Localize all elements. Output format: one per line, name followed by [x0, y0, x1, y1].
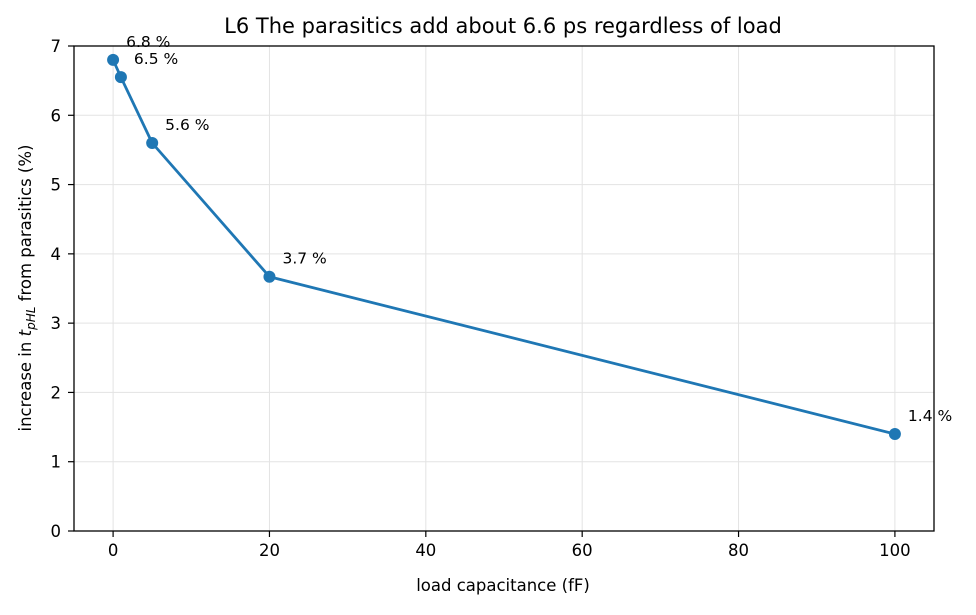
data-label: 6.5 % [134, 50, 178, 68]
x-tick-label: 40 [415, 541, 436, 560]
data-label: 6.8 % [126, 33, 170, 51]
x-tick-label: 80 [728, 541, 749, 560]
y-tick-label: 2 [51, 383, 62, 402]
series [107, 53, 901, 440]
y-tick-label: 1 [51, 453, 62, 472]
data-point [107, 53, 120, 66]
y-tick-label: 6 [51, 106, 62, 125]
series-line [111, 59, 896, 436]
x-tick-label: 20 [259, 541, 280, 560]
y-axis-label-prefix: increase in [16, 336, 35, 431]
x-tick-label: 0 [108, 541, 119, 560]
y-tick-label: 0 [51, 522, 62, 541]
y-axis-label-suffix: from parasitics (%) [16, 145, 35, 307]
data-labels: 6.8 %6.5 % 5.6 % 3.7 % 1.4 % [126, 33, 952, 425]
y-axis-label-subscript: pHL [24, 307, 38, 331]
x-tick-label: 100 [879, 541, 911, 560]
plot-frame [73, 45, 935, 532]
y-axis-label: increase in tpHL from parasitics (%) [16, 145, 38, 432]
x-tick-label: 60 [572, 541, 593, 560]
data-label: 1.4 % [908, 407, 952, 425]
data-point [114, 71, 127, 84]
data-label: 3.7 % [282, 250, 326, 268]
y-tick-label: 4 [51, 245, 62, 264]
data-point [146, 137, 159, 149]
y-tick-label: 3 [51, 314, 62, 333]
data-point [888, 428, 901, 440]
y-tick-label: 5 [51, 176, 62, 195]
x-axis-label: load capacitance (fF) [416, 576, 590, 595]
data-point [263, 270, 276, 283]
y-axis-label-var: t [16, 329, 35, 336]
y-tick-label: 7 [51, 37, 62, 56]
chart-title: L6 The parasitics add about 6.6 ps regar… [224, 14, 782, 38]
axis-ticks: 0 20 40 60 80 100 0 1 2 3 4 5 6 7 [51, 37, 911, 560]
data-label: 5.6 % [165, 116, 209, 134]
